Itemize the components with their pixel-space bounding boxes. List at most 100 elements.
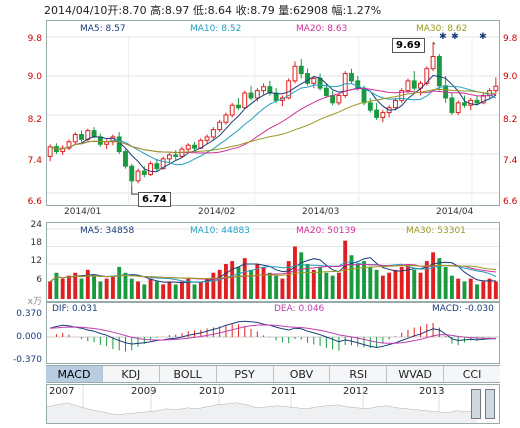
open-label: 开: xyxy=(107,4,123,17)
volume-bar xyxy=(380,275,385,299)
volume-bar xyxy=(60,278,65,299)
candle-body xyxy=(97,136,103,145)
tab-wvad[interactable]: WVAD xyxy=(387,366,445,382)
low-label: 低: xyxy=(192,4,208,17)
macd-chart[interactable] xyxy=(47,303,499,363)
candle-body xyxy=(160,158,166,170)
high-label: 高: xyxy=(150,4,165,17)
high-price-marker: 9.69 xyxy=(392,38,425,53)
volume-bar xyxy=(249,269,253,299)
candle-body xyxy=(323,87,329,96)
macd-panel[interactable] xyxy=(46,302,500,364)
candle-body xyxy=(261,86,267,92)
candle-body xyxy=(91,130,97,138)
volume-bar xyxy=(67,275,71,299)
vol-ytick: 24 xyxy=(30,220,42,230)
vol-ytick: 12 xyxy=(30,256,42,266)
candle-body xyxy=(380,112,386,118)
price-ytick-left: 6.6 xyxy=(27,197,42,207)
candle-body xyxy=(436,56,442,87)
price-panel[interactable]: ✱ ✱ ✱ xyxy=(46,20,500,206)
candle-body xyxy=(129,165,135,182)
candle-body xyxy=(236,104,241,109)
volume-bar xyxy=(355,264,360,299)
ma30-line xyxy=(49,88,496,153)
volume-bar xyxy=(198,281,203,299)
volume-bar xyxy=(167,281,172,299)
price-ytick-right: 9.8 xyxy=(503,34,518,44)
candle-body xyxy=(449,97,455,114)
tab-obv[interactable]: OBV xyxy=(274,366,331,382)
volume-bar xyxy=(142,284,147,299)
volume-bar xyxy=(104,278,109,299)
volume-bar xyxy=(286,261,291,299)
low-price-marker: 6.74 xyxy=(138,192,171,207)
candle-body xyxy=(242,92,248,109)
candle-body xyxy=(116,136,122,153)
indicator-tabs: MACD KDJ BOLL PSY OBV RSI WVAD CCI xyxy=(46,365,500,383)
tab-macd[interactable]: MACD xyxy=(46,366,103,382)
candle-body xyxy=(330,95,336,104)
volume-chart[interactable] xyxy=(47,223,499,301)
vol-ma20-label: MA20: 50139 xyxy=(296,226,356,236)
timeline-navigator[interactable]: 2007 2009 2010 2011 2012 2013 xyxy=(46,384,500,424)
volume-bar xyxy=(487,278,492,299)
volume-bar xyxy=(443,266,448,299)
volume-bar xyxy=(418,272,423,299)
macd-ytick: -0.370 xyxy=(12,355,42,365)
vol-ma30-line xyxy=(49,264,496,282)
close-value: 8.79 xyxy=(250,4,275,17)
volume-panel[interactable] xyxy=(46,222,500,302)
volume-bar xyxy=(255,264,260,299)
volume-bar xyxy=(154,281,159,299)
candle-body xyxy=(405,80,411,92)
volume-bar xyxy=(274,275,279,299)
tab-rsi[interactable]: RSI xyxy=(330,366,388,382)
dea-line xyxy=(50,324,496,344)
volume-bar xyxy=(110,275,115,299)
tab-psy[interactable]: PSY xyxy=(217,366,274,382)
tab-cci[interactable]: CCI xyxy=(462,367,482,381)
candle-body xyxy=(254,90,260,99)
volume-bar xyxy=(230,261,235,299)
volume-bar xyxy=(424,261,429,299)
volume-bar xyxy=(129,278,134,299)
volume-bar xyxy=(73,272,78,299)
volume-bar xyxy=(261,266,266,299)
volume-bar xyxy=(305,264,310,299)
vol-unit: x万 xyxy=(27,297,42,307)
candle-body xyxy=(361,87,367,104)
candle-body xyxy=(60,147,66,153)
macd-label: MACD: -0.030 xyxy=(432,304,494,314)
timeline-overview-line xyxy=(47,385,478,423)
candle-body xyxy=(166,154,172,160)
volume-bar xyxy=(393,269,398,299)
candle-body xyxy=(430,56,436,70)
candle-body xyxy=(374,109,380,118)
price-ytick-left: 7.4 xyxy=(27,156,42,166)
volume-bar xyxy=(456,278,461,299)
volume-bar xyxy=(205,278,210,299)
ma5-line xyxy=(49,74,497,173)
volume-bar xyxy=(311,269,316,299)
star-marker: ✱ xyxy=(451,32,459,42)
volume-bar xyxy=(186,278,191,299)
volume-bar xyxy=(92,275,97,299)
tab-boll[interactable]: BOLL xyxy=(160,366,217,382)
volume-bar xyxy=(374,269,379,299)
candle-body xyxy=(229,104,235,116)
volume-bar xyxy=(161,284,166,299)
volume-bar xyxy=(431,252,436,299)
price-chart[interactable]: ✱ ✱ ✱ xyxy=(47,21,499,205)
volume-bar xyxy=(123,272,128,299)
range-handle-right[interactable] xyxy=(485,389,495,419)
range-handle-left[interactable] xyxy=(471,389,481,419)
vol-ma30-label: MA30: 53301 xyxy=(406,226,466,236)
candle-body xyxy=(493,85,499,92)
candle-body xyxy=(311,77,317,84)
candle-body xyxy=(367,102,373,111)
tab-kdj[interactable]: KDJ xyxy=(103,366,160,382)
quote-header: 2014/04/10开:8.70 高:8.97 低:8.64 收:8.79 量:… xyxy=(44,2,381,17)
candle-body xyxy=(148,163,154,175)
volume-bar xyxy=(318,266,323,299)
